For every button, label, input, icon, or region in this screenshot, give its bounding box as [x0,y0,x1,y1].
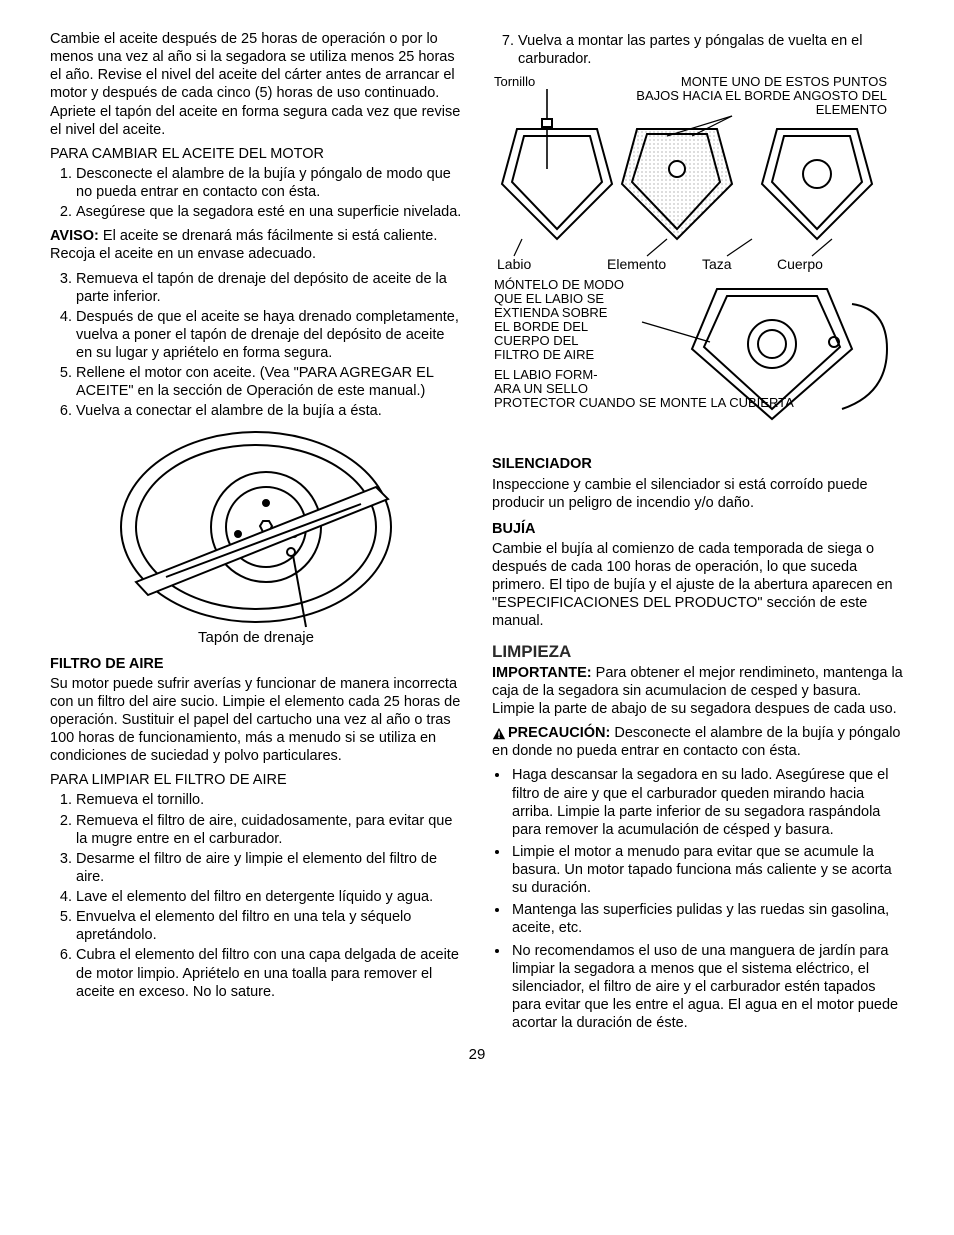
warning-icon [492,727,506,741]
intro-paragraph: Cambie el aceite después de 25 horas de … [50,30,462,139]
svg-text:QUE EL LABIO SE: QUE EL LABIO SE [494,291,604,306]
drain-plug-svg: Tapón de drenaje [106,427,406,647]
oil-step: Después de que el aceite se haya drenado… [76,308,462,362]
limpieza-item: Limpie el motor a menudo para evitar que… [510,843,904,897]
oil-step: Vuelva a conectar el alambre de la bujía… [76,402,462,420]
air-filter-figure: Tornillo MONTE UNO DE ESTOS PUNTOS BAJOS… [492,74,904,439]
filter-step: Lave el elemento del filtro en detergent… [76,888,462,906]
label-monte-1: MONTE UNO DE ESTOS PUNTOS [681,74,887,89]
drain-caption-text: Tapón de drenaje [198,629,314,646]
filter-step: Desarme el filtro de aire y limpie el el… [76,850,462,886]
limpieza-item: Mantenga las superficies pulidas y las r… [510,901,904,937]
filter-step: Envuelva el elemento del filtro en una t… [76,908,462,944]
filter-text: Su motor puede sufrir averías y funciona… [50,675,462,766]
svg-text:Labio: Labio [497,256,531,272]
label-tornillo: Tornillo [494,74,535,89]
filter-steps: Remueva el tornillo. Remueva el filtro d… [50,791,462,1000]
svg-text:PROTECTOR CUANDO SE MONTE LA C: PROTECTOR CUANDO SE MONTE LA CUBIERTA [494,395,794,410]
silenciador-text: Inspeccione y cambie el silenciador si e… [492,476,904,512]
limpieza-item: No recomendamos el uso de una manguera d… [510,942,904,1033]
limpieza-title: LIMPIEZA [492,641,904,662]
aviso-label: AVISO: [50,228,99,244]
svg-text:Elemento: Elemento [607,256,666,272]
precaucion-note: PRECAUCIÓN: Desconecte el alambre de la … [492,724,904,760]
svg-text:Taza: Taza [702,256,732,272]
aviso-text: El aceite se drenará más fácilmente si e… [50,228,437,262]
filter-clean-title: PARA LIMPIAR EL FILTRO DE AIRE [50,771,462,789]
filter-step-7: Vuelva a montar las partes y póngalas de… [492,32,904,68]
svg-text:FILTRO DE AIRE: FILTRO DE AIRE [494,347,594,362]
drain-plug-figure: Tapón de drenaje [50,427,462,647]
limpieza-bullets: Haga descansar la segadora en su lado. A… [492,766,904,1032]
filter-step: Remueva el tornillo. [76,791,462,809]
oil-step: Desconecte el alambre de la bujía y póng… [76,165,462,201]
svg-text:ARA UN SELLO: ARA UN SELLO [494,381,588,396]
silenciador-title: SILENCIADOR [492,455,904,473]
svg-text:Cuerpo: Cuerpo [777,256,823,272]
oil-step: Remueva el tapón de drenaje del depósito… [76,270,462,306]
label-monte-2: BAJOS HACIA EL BORDE ANGOSTO DEL [636,88,887,103]
label-monte-3: ELEMENTO [816,102,887,117]
air-filter-svg: Tornillo MONTE UNO DE ESTOS PUNTOS BAJOS… [492,74,892,434]
page-columns: Cambie el aceite después de 25 horas de … [50,30,904,1038]
filter-step: Remueva el filtro de aire, cuidadosament… [76,812,462,848]
bujia-text: Cambie el bujía al comienzo de cada temp… [492,540,904,631]
left-column: Cambie el aceite después de 25 horas de … [50,30,462,1038]
oil-steps-b: Remueva el tapón de drenaje del depósito… [50,270,462,421]
page-number: 29 [50,1046,904,1065]
precaucion-label: PRECAUCIÓN: [508,725,610,741]
svg-text:MÓNTELO DE MODO: MÓNTELO DE MODO [494,277,624,292]
oil-step: Asegúrese que la segadora esté en una su… [76,203,462,221]
importante-label: IMPORTANTE: [492,665,592,681]
right-column: Vuelva a montar las partes y póngalas de… [492,30,904,1038]
filter-step: Cubra el elemento del filtro con una cap… [76,946,462,1000]
limpieza-item: Haga descansar la segadora en su lado. A… [510,766,904,839]
oil-steps-a: Desconecte el alambre de la bujía y póng… [50,165,462,221]
svg-text:EXTIENDA SOBRE: EXTIENDA SOBRE [494,305,608,320]
oil-step: Rellene el motor con aceite. (Vea "PARA … [76,364,462,400]
oil-change-heading: PARA CAMBIAR EL ACEITE DEL MOTOR [50,145,462,163]
filter-title: FILTRO DE AIRE [50,655,462,673]
svg-text:CUERPO DEL: CUERPO DEL [494,333,579,348]
svg-text:EL BORDE DEL: EL BORDE DEL [494,319,588,334]
importante-note: IMPORTANTE: Para obtener el mejor rendim… [492,664,904,718]
filter-step: Vuelva a montar las partes y póngalas de… [518,32,904,68]
svg-text:EL LABIO FORM-: EL LABIO FORM- [494,367,598,382]
bujia-title: BUJÍA [492,520,904,538]
aviso-note: AVISO: El aceite se drenará más fácilmen… [50,227,462,263]
